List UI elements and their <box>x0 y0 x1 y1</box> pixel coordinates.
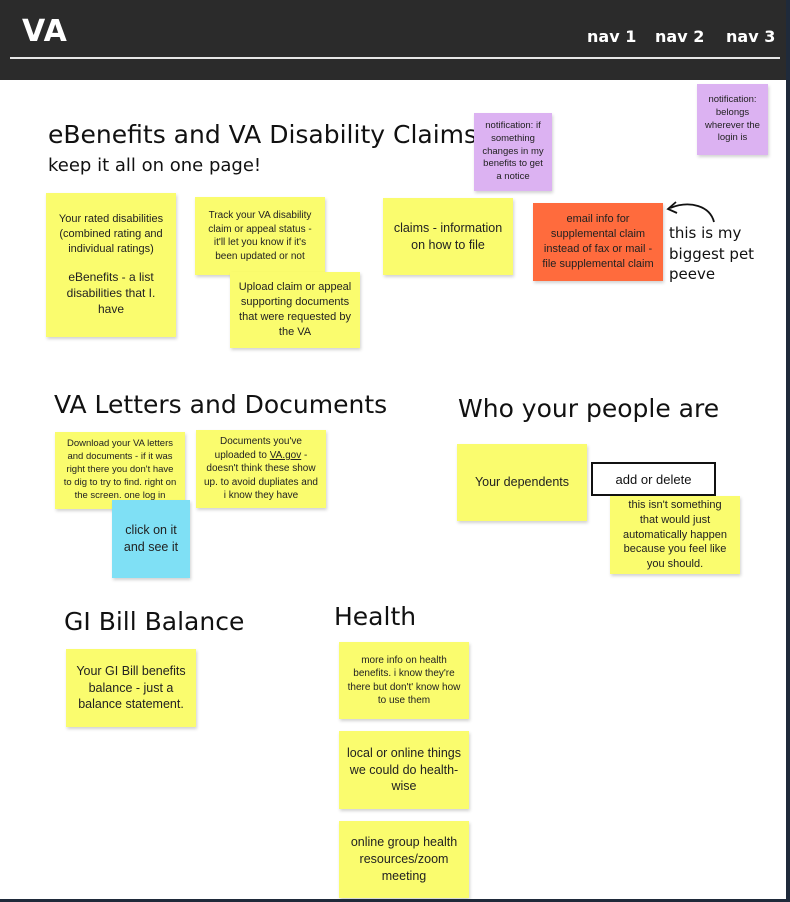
nav-link-3[interactable]: nav 3 <box>726 27 776 46</box>
sticky-claims-info: claims - information on how to file <box>383 198 513 275</box>
va-gov-link[interactable]: VA.gov <box>269 449 302 461</box>
header-divider <box>10 57 780 59</box>
sticky-health-local: local or online things we could do healt… <box>339 731 469 809</box>
nav-link-1[interactable]: nav 1 <box>587 27 637 46</box>
sticky-click-see: click on it and see it <box>112 500 190 578</box>
note-text: Your rated disabilities (combined rating… <box>58 213 164 256</box>
window-edge-bottom <box>0 899 790 902</box>
sticky-documents-uploaded: Documents you've uploaded to VA.gov - do… <box>196 430 326 508</box>
section-title-letters: VA Letters and Documents <box>54 390 388 419</box>
sticky-notification-login: notification: belongs wherever the login… <box>697 84 768 155</box>
curved-arrow-icon <box>666 201 715 223</box>
add-or-delete-button[interactable]: add or delete <box>591 462 716 496</box>
annotation-pet-peeve: this is my biggest pet peeve <box>669 224 755 284</box>
section-title-gi-bill: GI Bill Balance <box>64 607 245 636</box>
sticky-email-info: email info for supplemental claim instea… <box>533 203 663 281</box>
note-text: Documents you've uploaded to VA.gov - do… <box>204 436 318 502</box>
sticky-download-letters: Download your VA letters and documents -… <box>55 432 185 509</box>
section-title-ebenefits: eBenefits and VA Disability Claims <box>48 120 478 149</box>
sticky-health-group: online group health resources/zoom meeti… <box>339 821 469 898</box>
top-nav-bar: VA nav 1 nav 2 nav 3 <box>0 0 790 80</box>
sticky-track-claim: Track your VA disability claim or appeal… <box>195 197 325 275</box>
sticky-gi-balance: Your GI Bill benefits balance - just a b… <box>66 649 196 727</box>
section-subtitle-ebenefits: keep it all on one page! <box>48 155 262 176</box>
section-title-people: Who your people are <box>458 394 720 423</box>
sticky-rated-disabilities: Your rated disabilities (combined rating… <box>46 193 176 337</box>
window-edge-right <box>786 0 790 902</box>
sticky-health-info: more info on health benefits. i know the… <box>339 642 469 719</box>
nav-link-2[interactable]: nav 2 <box>655 27 705 46</box>
sticky-upload-claim: Upload claim or appeal supporting docume… <box>230 272 360 348</box>
note-text: eBenefits - a list disabilities that I. … <box>66 269 156 317</box>
sticky-dependents: Your dependents <box>457 444 587 521</box>
sticky-notification-changes: notification: if something changes in my… <box>474 113 552 191</box>
va-logo[interactable]: VA <box>22 14 68 49</box>
section-title-health: Health <box>334 602 417 631</box>
sticky-not-automatic: this isn't something that would just aut… <box>610 496 740 574</box>
